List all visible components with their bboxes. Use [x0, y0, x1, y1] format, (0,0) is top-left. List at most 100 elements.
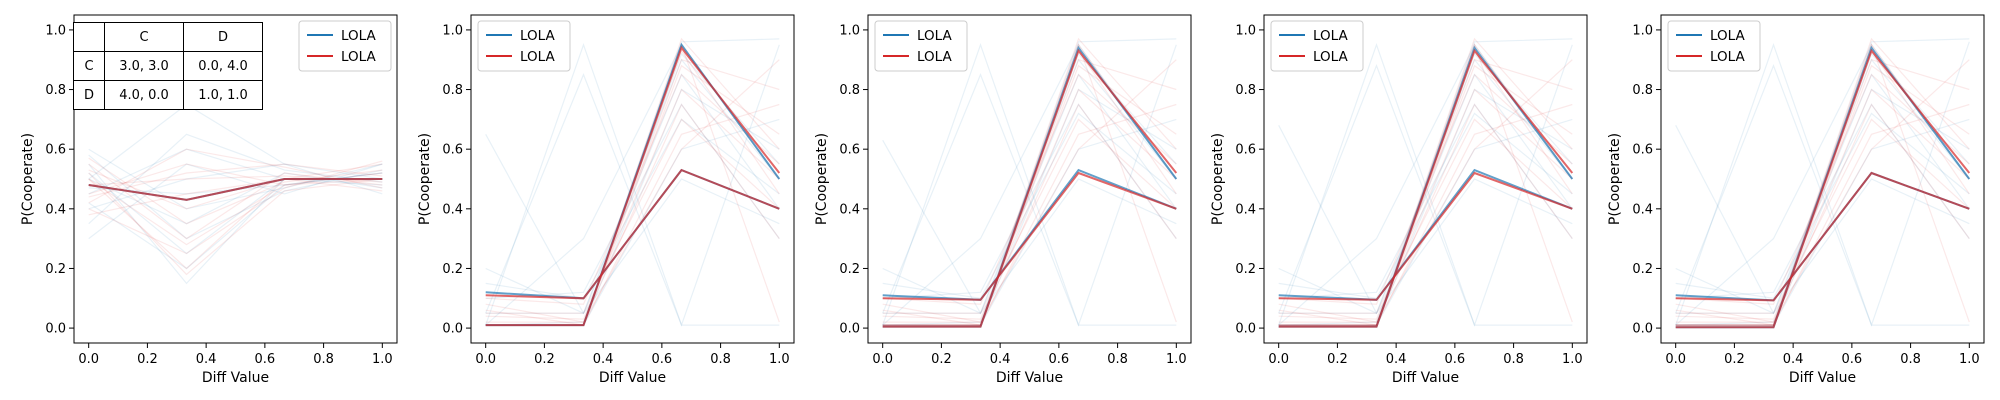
- y-tick-label: 0.2: [1632, 262, 1653, 277]
- x-axis-label: Diff Value: [599, 370, 666, 386]
- payoff-table-row: C 3.0, 3.0 0.0, 4.0: [73, 51, 263, 81]
- background-run-line: [1675, 64, 1970, 326]
- x-tick-label: 0.0: [1268, 352, 1289, 367]
- background-run-line: [88, 154, 383, 240]
- x-tick-label: 0.4: [593, 352, 614, 367]
- series-line: [1675, 171, 1970, 302]
- x-tick-label: 0.8: [313, 352, 334, 367]
- background-run-line: [1278, 103, 1573, 326]
- background-run-line: [882, 112, 1177, 299]
- series-line: [882, 171, 1177, 301]
- x-tick-label: 0.2: [137, 352, 158, 367]
- background-run-line: [88, 178, 383, 246]
- background-run-line: [88, 157, 383, 225]
- background-run-line: [1675, 103, 1970, 299]
- plot-area: [1278, 37, 1574, 328]
- y-tick-label: 1.0: [839, 23, 860, 38]
- legend-label: LOLA: [1710, 49, 1745, 65]
- y-tick-label: 0.0: [839, 322, 860, 337]
- axes-frame: [867, 14, 1192, 344]
- payoff-table-row: D 4.0, 0.0 1.0, 1.0: [73, 80, 263, 110]
- x-tick-label: 0.2: [1724, 352, 1745, 367]
- y-tick-label: 0.6: [442, 143, 463, 158]
- axes-frame: [470, 14, 795, 344]
- legend-label: LOLA: [341, 28, 376, 44]
- x-tick-label: 0.0: [1665, 352, 1686, 367]
- x-tick-label: 0.0: [78, 352, 99, 367]
- x-axis-label: Diff Value: [996, 370, 1063, 386]
- y-tick-label: 0.2: [839, 262, 860, 277]
- background-run-line: [882, 58, 1177, 326]
- background-run-line: [88, 133, 383, 225]
- background-run-line: [1278, 38, 1573, 326]
- axes-frame: [1263, 14, 1588, 344]
- chart-panel: 0.0 0.2 0.4 0.6 0.8 1.0 0.0 0.2 0.4 0.6 0.8 1.0 Diff…: [417, 14, 795, 386]
- background-run-line: [1675, 118, 1970, 314]
- plot-area: [88, 103, 383, 285]
- y-tick-label: 1.0: [1235, 23, 1256, 38]
- background-run-line: [1278, 118, 1573, 326]
- y-tick-label: 0.4: [1235, 202, 1256, 217]
- x-tick-label: 0.6: [255, 352, 276, 367]
- background-run-line: [88, 103, 383, 180]
- legend-box: [1270, 20, 1364, 72]
- x-tick-label: 0.6: [1445, 352, 1466, 367]
- background-run-line: [882, 88, 1177, 320]
- legend-label: LOLA: [1313, 49, 1348, 65]
- background-run-line: [1675, 178, 1970, 314]
- y-tick-label: 0.4: [839, 202, 860, 217]
- background-run-line: [1675, 38, 1970, 326]
- y-tick-label: 1.0: [45, 23, 66, 38]
- background-run-line: [882, 72, 1177, 326]
- series-line: [485, 168, 780, 300]
- y-tick-label: 0.8: [442, 83, 463, 98]
- y-tick-label: 0.4: [45, 202, 66, 217]
- x-tick-label: 1.0: [1166, 352, 1187, 367]
- x-tick-label: 0.8: [1503, 352, 1524, 367]
- legend: LOLA LOLA: [298, 20, 392, 72]
- background-run-line: [882, 103, 1177, 326]
- y-axis-label: P(Cooperate): [1607, 133, 1623, 225]
- x-tick-label: 0.8: [1107, 352, 1128, 367]
- background-run-line: [882, 38, 1177, 326]
- legend-box: [874, 20, 968, 72]
- background-run-line: [88, 163, 383, 198]
- x-tick-label: 0.2: [1327, 352, 1348, 367]
- background-run-line: [1278, 112, 1573, 299]
- y-tick-label: 0.8: [1235, 83, 1256, 98]
- plot-area: [882, 37, 1178, 328]
- background-run-line: [1278, 88, 1573, 320]
- y-tick-label: 0.2: [45, 262, 66, 277]
- background-run-line: [88, 163, 383, 285]
- background-run-line: [1278, 103, 1573, 299]
- background-run-line: [1675, 73, 1970, 314]
- background-run-line: [1278, 58, 1573, 326]
- y-tick-label: 0.2: [1235, 262, 1256, 277]
- y-tick-label: 0.6: [45, 143, 66, 158]
- background-run-line: [882, 178, 1177, 314]
- x-tick-label: 1.0: [372, 352, 393, 367]
- x-tick-label: 0.6: [1842, 352, 1863, 367]
- legend-box: [1667, 20, 1761, 72]
- y-tick-label: 0.0: [1235, 322, 1256, 337]
- background-run-line: [1278, 118, 1573, 314]
- payoff-table-cell: 4.0, 0.0: [104, 80, 184, 110]
- x-axis-label: Diff Value: [202, 370, 269, 386]
- x-tick-label: 0.6: [1049, 352, 1070, 367]
- payoff-table-cell: D: [73, 80, 105, 110]
- x-axis-label: Diff Value: [1392, 370, 1459, 386]
- background-run-line: [88, 160, 383, 255]
- legend-label: LOLA: [917, 49, 952, 65]
- x-tick-label: 0.0: [475, 352, 496, 367]
- background-run-line: [882, 88, 1177, 326]
- payoff-table-cell: C: [104, 22, 184, 52]
- background-run-line: [1675, 64, 1970, 326]
- legend-box: [477, 20, 571, 72]
- background-run-line: [485, 178, 780, 314]
- y-tick-label: 0.6: [1632, 143, 1653, 158]
- legend-box: [298, 20, 392, 72]
- background-run-line: [485, 118, 780, 314]
- payoff-table-cell: [73, 22, 105, 52]
- legend-label: LOLA: [520, 28, 555, 44]
- plot-area: [1675, 37, 1971, 329]
